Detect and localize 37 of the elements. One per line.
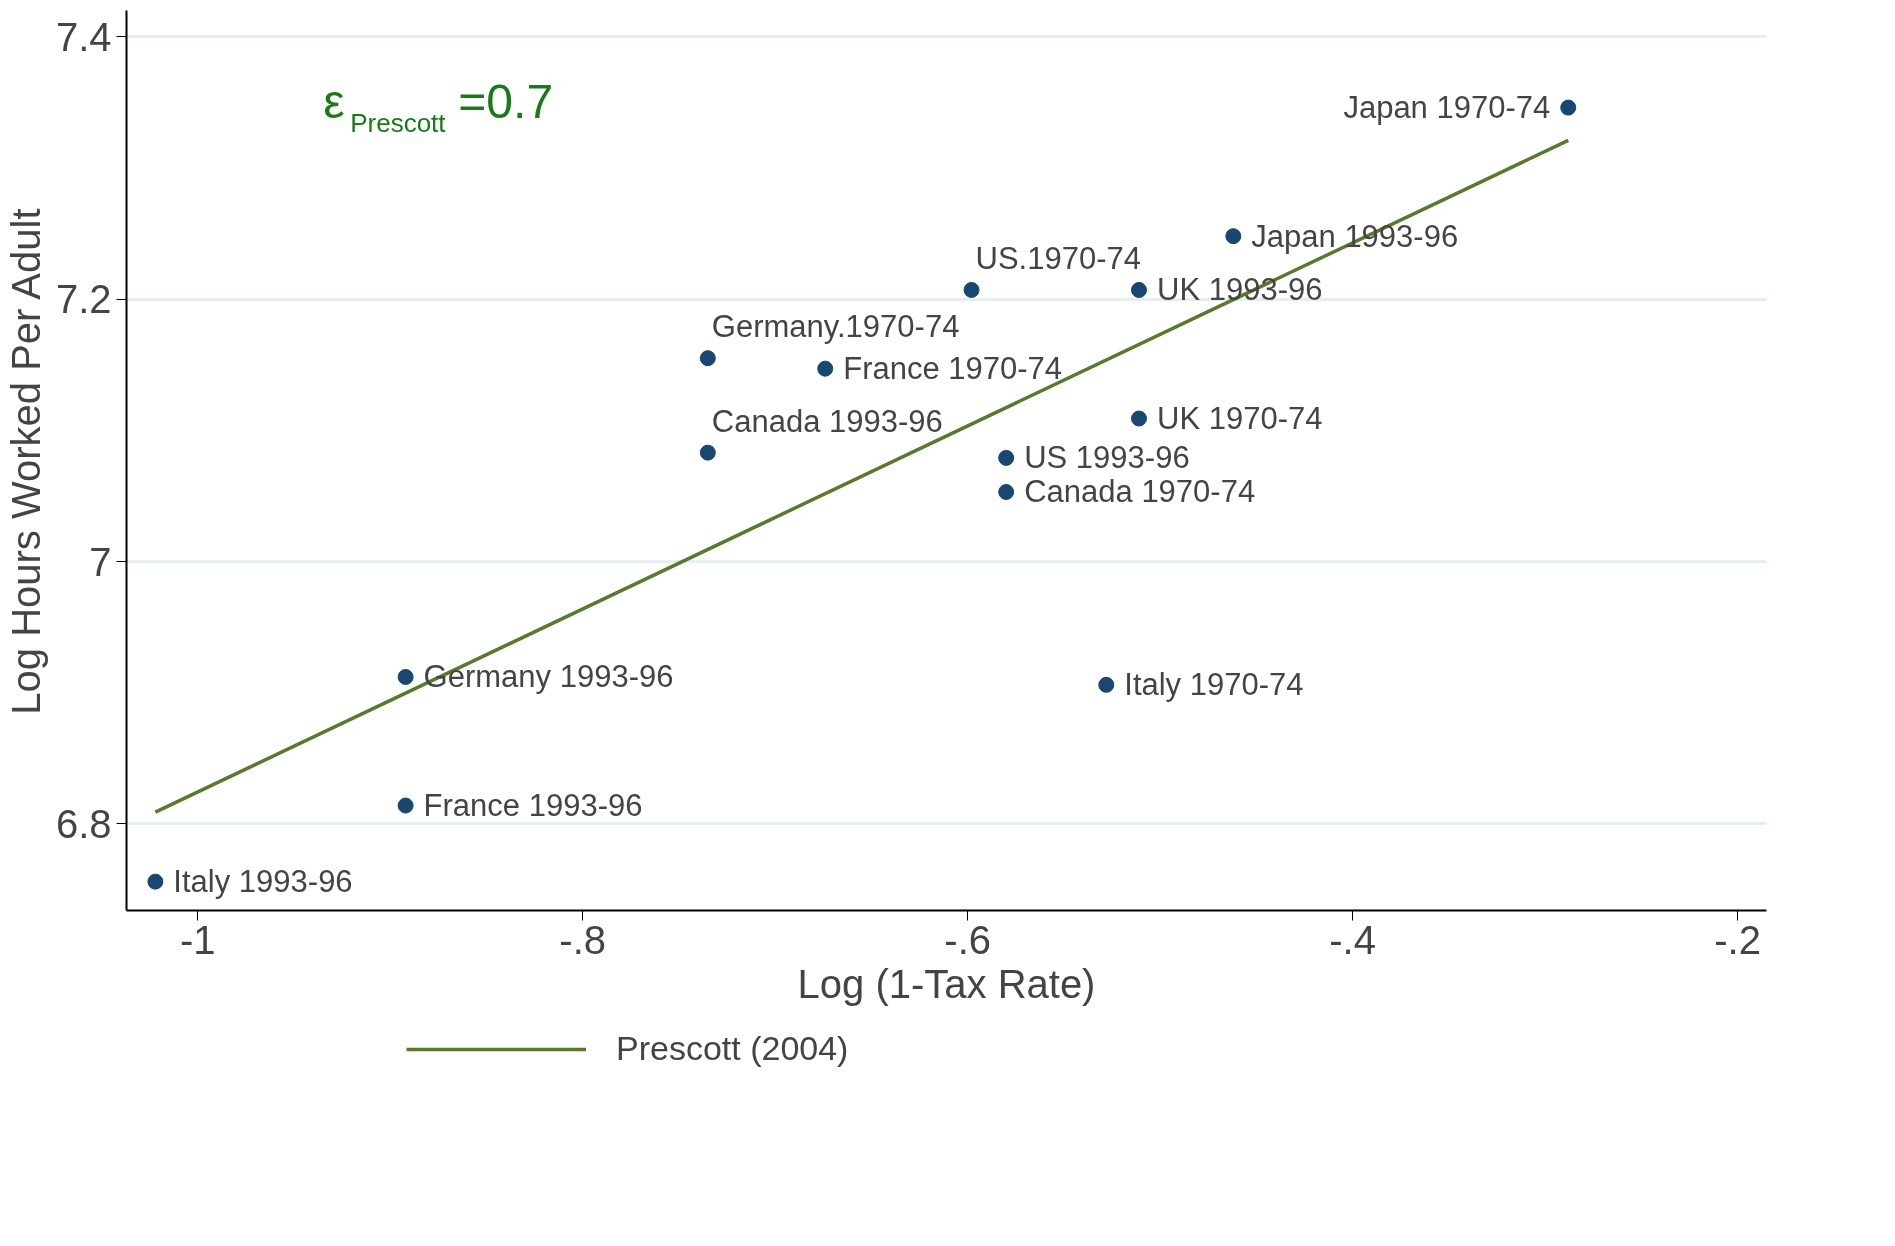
annotation: Italy 1993-96: [173, 864, 353, 900]
point: [998, 484, 1015, 500]
point: [1225, 228, 1242, 245]
x-axis-title: Log (1-Tax Rate): [797, 961, 1096, 1006]
y-tick-label: 7: [89, 539, 112, 584]
annotation: US.1970-74: [975, 240, 1141, 276]
y-tick-label: 6.8: [55, 801, 112, 846]
annotation: US 1993-96: [1024, 440, 1190, 476]
x-tick-label: -.8: [559, 917, 607, 962]
point: [147, 873, 164, 890]
point: [397, 797, 414, 814]
point: [699, 444, 716, 461]
point: [998, 449, 1015, 466]
text: Prescott (2004): [616, 1029, 849, 1068]
annotation: France 1993-96: [423, 788, 643, 824]
annotation: Italy 1970-74: [1124, 667, 1304, 703]
annotation: UK 1970-74: [1156, 401, 1323, 437]
y-tick-label: 7.2: [55, 277, 112, 322]
point: [963, 281, 980, 298]
annotation: France 1970-74: [843, 351, 1063, 387]
point: [1098, 676, 1115, 693]
point: [397, 668, 414, 685]
x-tick-label: -.2: [1714, 917, 1761, 962]
point: [1130, 281, 1147, 298]
x-tick-label: -.6: [944, 917, 992, 962]
annotation: Canada 1970-74: [1024, 474, 1256, 510]
point: [1560, 99, 1577, 116]
point: [699, 350, 716, 367]
annotation: Canada 1993-96: [711, 403, 943, 439]
x-tick-label: -.4: [1329, 917, 1376, 962]
point: [1130, 410, 1147, 427]
y-axis-title: Log Hours Worked Per Adult: [3, 208, 48, 715]
annotation: Japan 1970-74: [1343, 90, 1551, 126]
y-tick-label: 7.4: [55, 14, 112, 59]
point: [817, 360, 834, 377]
x-tick-label: -1: [179, 917, 216, 962]
annotation: Germany.1970-74: [711, 309, 960, 345]
